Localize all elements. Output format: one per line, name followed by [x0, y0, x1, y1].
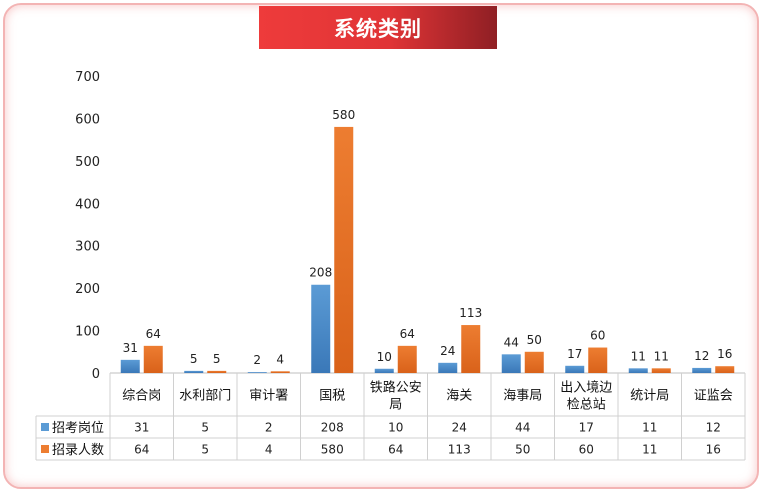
- category-label: 审计署: [249, 389, 288, 404]
- y-tick-label: 500: [75, 155, 100, 170]
- category-label: 水利部门: [179, 389, 231, 404]
- data-label: 64: [146, 327, 161, 341]
- table-cell: 17: [579, 421, 594, 435]
- table-cell: 5: [201, 443, 209, 457]
- data-label: 11: [631, 349, 646, 363]
- y-tick-label: 200: [75, 282, 100, 297]
- table-cell: 64: [388, 443, 403, 457]
- table-cell: 64: [134, 443, 149, 457]
- bar-series1: [628, 368, 648, 373]
- category-label: 海关: [446, 389, 472, 404]
- table-cell: 50: [515, 443, 530, 457]
- bar-series1: [311, 284, 331, 373]
- data-label: 12: [694, 349, 709, 363]
- table-cell: 16: [706, 443, 721, 457]
- table-cell: 10: [388, 421, 403, 435]
- category-label: 局: [389, 398, 402, 413]
- table-cell: 113: [448, 443, 471, 457]
- data-label: 4: [276, 352, 284, 366]
- data-label: 5: [190, 352, 198, 366]
- table-cell: 580: [321, 443, 344, 457]
- bar-series2: [461, 325, 481, 373]
- table-cell: 208: [321, 421, 344, 435]
- chart-title: 系统类别: [334, 16, 422, 41]
- table-cell: 11: [642, 443, 657, 457]
- data-label: 10: [377, 350, 392, 364]
- data-label: 24: [440, 344, 455, 358]
- data-label: 16: [717, 347, 732, 361]
- bar-series2: [334, 126, 354, 374]
- bar-series1: [247, 372, 267, 373]
- bar-series1: [692, 367, 712, 373]
- table-cell: 60: [579, 443, 594, 457]
- table-cell: 12: [706, 421, 721, 435]
- table-cell: 11: [642, 421, 657, 435]
- bar-series1: [184, 370, 204, 373]
- y-tick-label: 0: [92, 367, 100, 382]
- bar-series2: [143, 345, 163, 373]
- bar-series2: [588, 347, 608, 373]
- data-label: 208: [309, 266, 332, 280]
- y-tick-label: 100: [75, 325, 100, 340]
- category-label: 国税: [319, 389, 345, 404]
- bar-series1: [565, 365, 585, 373]
- category-label: 铁路公安: [370, 380, 422, 396]
- table-cell: 31: [134, 421, 149, 435]
- bar-series2: [524, 351, 544, 373]
- bar-series1: [438, 362, 458, 373]
- y-tick-label: 600: [75, 112, 100, 127]
- bar-series2: [270, 371, 290, 373]
- legend-label: 招录人数: [52, 443, 104, 458]
- data-label: 50: [527, 333, 542, 347]
- table-cell: 4: [265, 443, 273, 457]
- data-label: 64: [400, 327, 415, 341]
- bar-series2: [651, 368, 671, 373]
- data-label: 113: [459, 306, 482, 320]
- legend-label: 招考岗位: [52, 421, 104, 436]
- category-label: 证监会: [694, 389, 733, 404]
- table-cell: 44: [515, 421, 530, 435]
- legend-swatch: [41, 445, 49, 453]
- bar-series1: [120, 359, 140, 373]
- chart-frame: [3, 3, 759, 489]
- bar-series1: [374, 368, 394, 373]
- category-label: 综合岗: [122, 389, 161, 404]
- y-tick-label: 400: [75, 197, 100, 212]
- data-label: 580: [332, 108, 355, 122]
- y-tick-label: 300: [75, 240, 100, 255]
- category-label: 海事局: [503, 389, 542, 404]
- data-label: 31: [123, 341, 138, 355]
- bar-series1: [501, 354, 521, 373]
- table-cell: 5: [201, 421, 209, 435]
- table-cell: 2: [265, 421, 273, 435]
- legend-swatch: [41, 423, 49, 431]
- bar-series2: [207, 370, 227, 373]
- category-label: 检总站: [567, 398, 606, 413]
- data-label: 17: [567, 347, 582, 361]
- data-label: 60: [590, 329, 605, 343]
- y-tick-label: 700: [75, 70, 100, 85]
- bar-series2: [715, 366, 735, 373]
- data-label: 2: [253, 353, 261, 367]
- category-label: 出入境边: [560, 381, 612, 396]
- data-label: 5: [213, 352, 221, 366]
- bar-series2: [397, 345, 417, 373]
- data-label: 44: [504, 335, 519, 349]
- table-cell: 24: [452, 421, 467, 435]
- data-label: 11: [654, 349, 669, 363]
- title-banner: 系统类别: [259, 6, 497, 49]
- category-label: 统计局: [630, 389, 669, 404]
